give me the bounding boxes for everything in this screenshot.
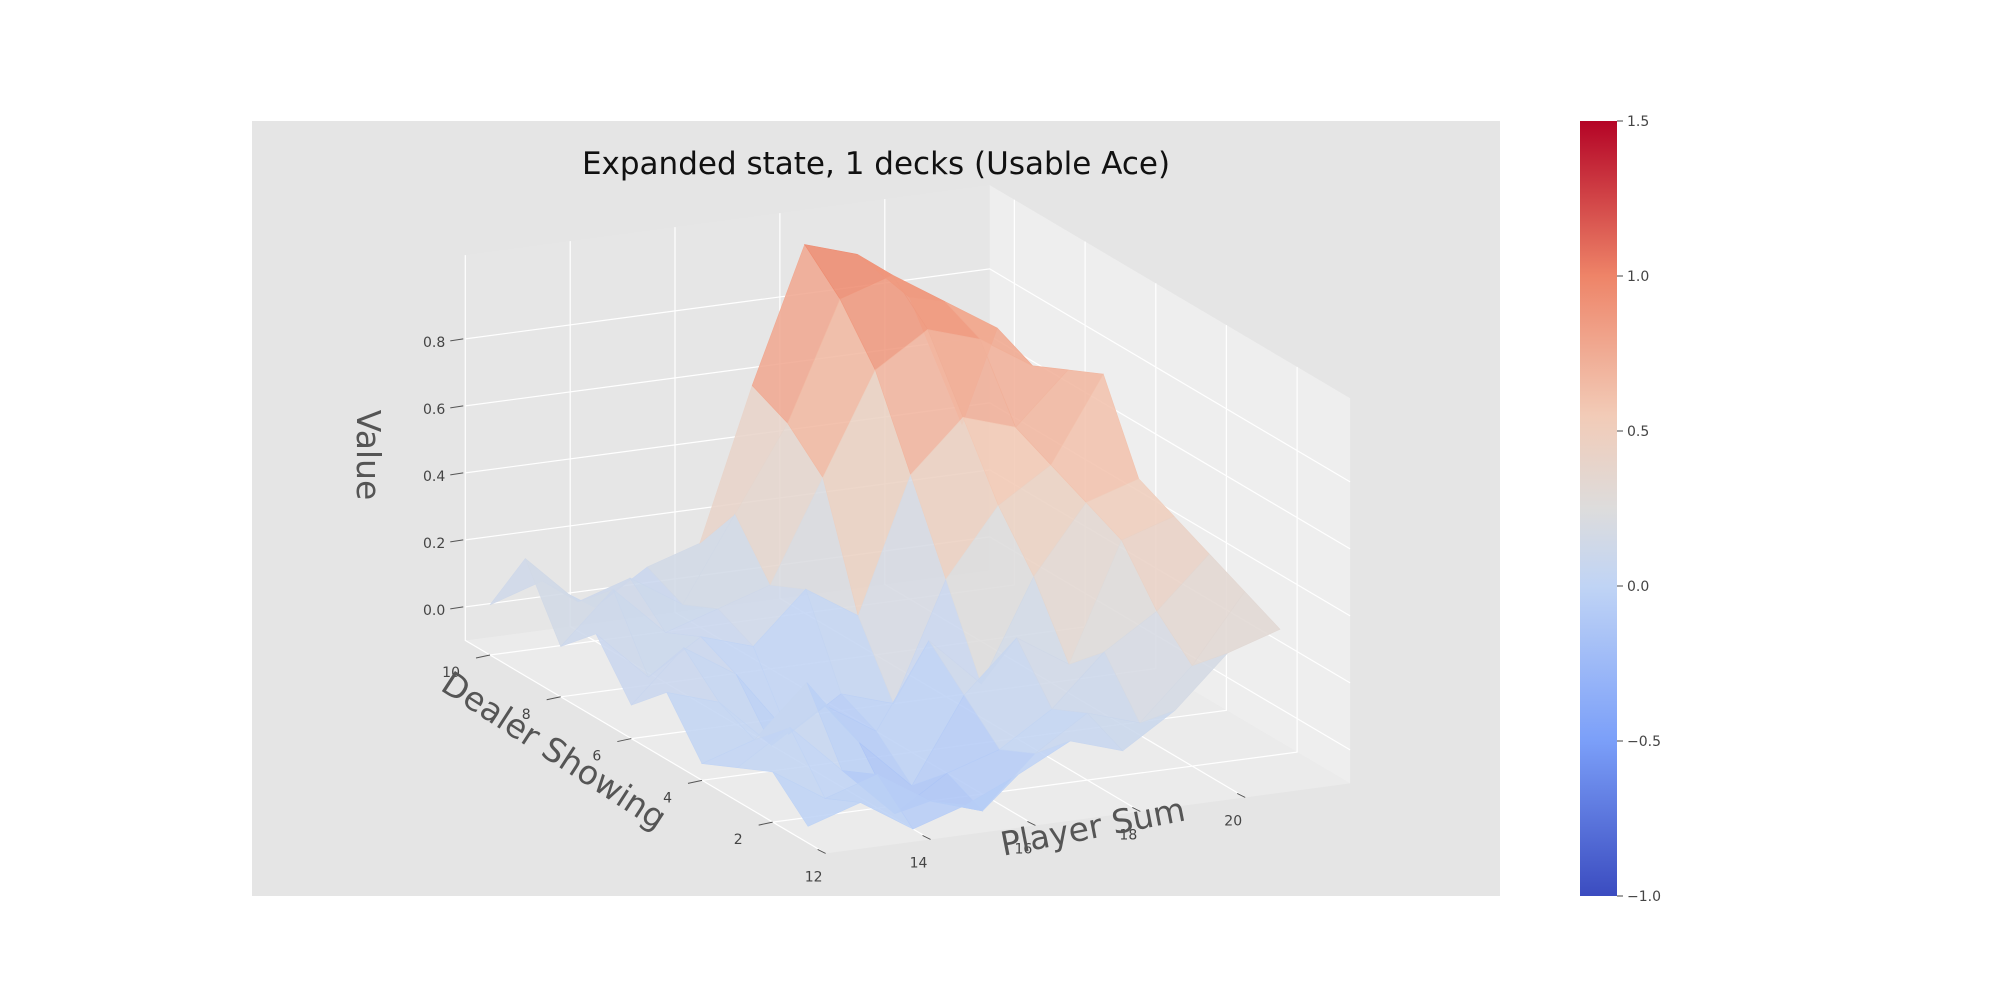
x-tick-mark: [922, 834, 931, 840]
z-tick-mark: [450, 539, 464, 543]
z-tick-label: 0.4: [423, 469, 445, 485]
x-tick-label: 16: [1015, 841, 1033, 857]
x-tick-label: 20: [1224, 813, 1242, 829]
x-tick-label: 12: [805, 869, 823, 885]
y-tick-label: 4: [663, 790, 672, 806]
y-tick-mark: [758, 821, 773, 826]
y-tick-label: 2: [734, 832, 743, 848]
grid-line-x: [464, 255, 827, 854]
x-tick-label: 14: [910, 855, 928, 871]
z-axis-label: Value: [349, 410, 388, 501]
z-tick-mark: [450, 405, 464, 409]
y-tick-mark: [546, 696, 561, 701]
x-tick-mark: [1236, 792, 1246, 798]
surface-facet: [1191, 591, 1281, 667]
y-tick-mark: [687, 779, 703, 784]
colorbar: [1580, 121, 1617, 896]
x-tick-mark: [1132, 806, 1141, 812]
z-tick-mark: [450, 606, 464, 610]
y-tick-mark: [617, 738, 632, 743]
y-tick-label: 6: [592, 749, 601, 765]
x-tick-mark: [817, 848, 826, 854]
ticks: 12 14 16 18 20 2 4 6 8 10 0.0 0.2 0.4 0.6 0.8: [423, 335, 1246, 885]
y-tick-label: 10: [442, 665, 460, 681]
z-tick-mark: [450, 472, 464, 476]
z-tick-mark: [450, 338, 464, 342]
colorbar-tick-label: 0.0: [1627, 579, 1649, 595]
colorbar-ticks: −1.0 −0.5 0.0 0.5 1.0 1.5: [1617, 114, 1661, 905]
colorbar-tick-label: −1.0: [1627, 889, 1661, 905]
grid-line-z: [465, 268, 1351, 483]
z-tick-label: 0.6: [423, 402, 445, 418]
x-tick-mark: [1027, 820, 1036, 826]
x-tick-label: 18: [1119, 827, 1137, 843]
y-tick-mark: [475, 654, 491, 659]
z-tick-label: 0.2: [423, 536, 445, 552]
surface: [489, 243, 1281, 830]
colorbar-tick-label: 1.0: [1627, 269, 1649, 285]
z-tick-label: 0.8: [423, 335, 445, 351]
chart-title: Expanded state, 1 decks (Usable Ace): [582, 146, 1170, 182]
z-tick-label: 0.0: [423, 603, 445, 619]
colorbar-tick-label: 1.5: [1627, 114, 1649, 130]
colorbar-tick-label: −0.5: [1627, 734, 1661, 750]
colorbar-tick-label: 0.5: [1627, 424, 1649, 440]
y-tick-label: 8: [522, 707, 531, 723]
